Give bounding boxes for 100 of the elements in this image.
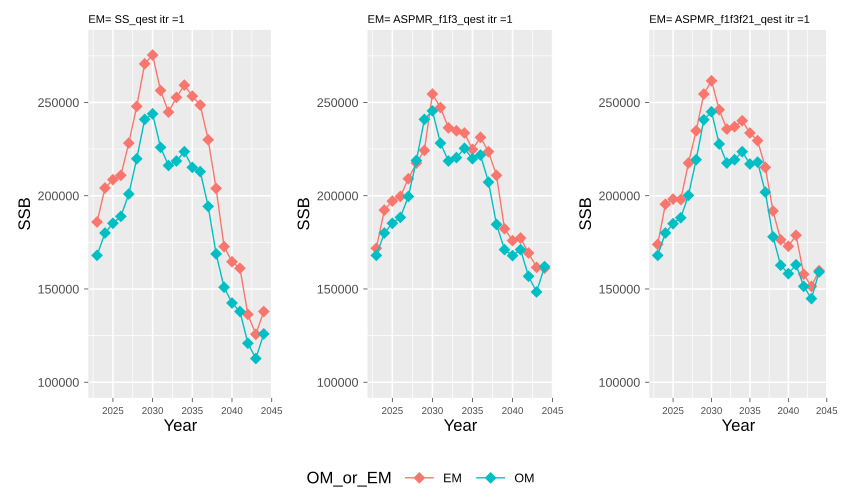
point <box>234 262 246 274</box>
y-axis-title: SSB <box>18 198 30 230</box>
point <box>426 88 438 100</box>
y-tick-label: 150000 <box>318 284 358 294</box>
point <box>178 79 190 91</box>
point <box>402 173 414 184</box>
point <box>154 142 166 153</box>
point <box>242 338 254 349</box>
point <box>139 58 150 70</box>
point <box>752 135 764 146</box>
point <box>434 102 446 114</box>
y-tick-label: 200000 <box>317 192 358 200</box>
point <box>721 157 732 169</box>
point <box>714 138 725 150</box>
point <box>506 235 518 246</box>
point <box>775 234 786 246</box>
point <box>652 250 664 261</box>
point <box>514 244 526 256</box>
y-tick-label: 250000 <box>38 98 79 108</box>
point <box>682 190 694 201</box>
point <box>760 186 771 198</box>
x-tick-label: 2040 <box>778 407 799 414</box>
x-tick-label: 2035 <box>740 407 760 414</box>
y-tick-label: 100000 <box>599 378 640 387</box>
y-axis-title: SSB <box>298 198 310 230</box>
point <box>394 212 406 223</box>
point <box>736 115 748 126</box>
y-tick-label: 200000 <box>38 192 79 200</box>
point <box>767 205 779 217</box>
point <box>474 149 486 161</box>
point <box>418 114 430 126</box>
point <box>426 105 438 116</box>
point <box>458 127 470 139</box>
point <box>450 125 462 136</box>
point <box>530 286 542 298</box>
point <box>728 154 740 166</box>
point <box>482 176 494 188</box>
point <box>706 106 718 118</box>
point <box>506 250 518 262</box>
point <box>698 114 710 126</box>
point <box>107 174 119 186</box>
point <box>482 146 494 158</box>
point <box>667 218 679 230</box>
point <box>721 124 732 135</box>
point <box>202 200 214 212</box>
point <box>378 204 390 216</box>
legend-label: EM <box>444 474 461 482</box>
y-tick-label: 250000 <box>599 98 640 108</box>
point <box>162 160 174 172</box>
point <box>370 250 382 261</box>
x-tick-label: 2030 <box>142 407 164 414</box>
point <box>210 182 222 194</box>
point <box>170 92 182 104</box>
point <box>728 121 740 132</box>
point <box>154 84 166 96</box>
point <box>690 154 702 166</box>
point <box>790 230 802 241</box>
point <box>242 308 254 320</box>
point <box>782 268 794 280</box>
point <box>690 125 702 136</box>
point <box>202 134 214 146</box>
point <box>99 182 111 194</box>
point <box>782 240 794 252</box>
point <box>394 190 406 202</box>
point <box>806 293 818 304</box>
point <box>170 155 182 167</box>
point <box>250 352 262 364</box>
point <box>790 259 802 270</box>
x-tick-label: 2045 <box>261 407 282 414</box>
point <box>660 198 671 210</box>
point <box>147 49 158 61</box>
point <box>131 153 142 164</box>
y-tick-label: 250000 <box>317 98 358 108</box>
x-tick-label: 2030 <box>422 407 443 414</box>
point <box>752 156 764 168</box>
point <box>139 114 150 126</box>
point <box>490 170 502 181</box>
point <box>490 218 502 230</box>
point <box>147 108 158 120</box>
y-tick-label: 150000 <box>599 284 640 294</box>
point <box>123 188 134 200</box>
point <box>258 306 270 318</box>
point <box>115 210 126 222</box>
point <box>675 212 686 224</box>
y-tick-label: 100000 <box>318 378 358 387</box>
y-axis-title: SSB <box>579 198 592 230</box>
point <box>178 146 190 158</box>
x-tick-label: 2030 <box>701 407 722 414</box>
point <box>767 231 779 242</box>
x-tick-label: 2025 <box>382 407 403 414</box>
x-axis-title: Year <box>164 419 197 432</box>
point <box>744 127 756 139</box>
point <box>194 99 206 111</box>
point <box>378 227 390 239</box>
point <box>706 75 718 86</box>
point <box>522 270 534 282</box>
point <box>131 100 142 112</box>
point <box>775 260 786 271</box>
point <box>736 146 748 158</box>
point <box>186 162 198 173</box>
